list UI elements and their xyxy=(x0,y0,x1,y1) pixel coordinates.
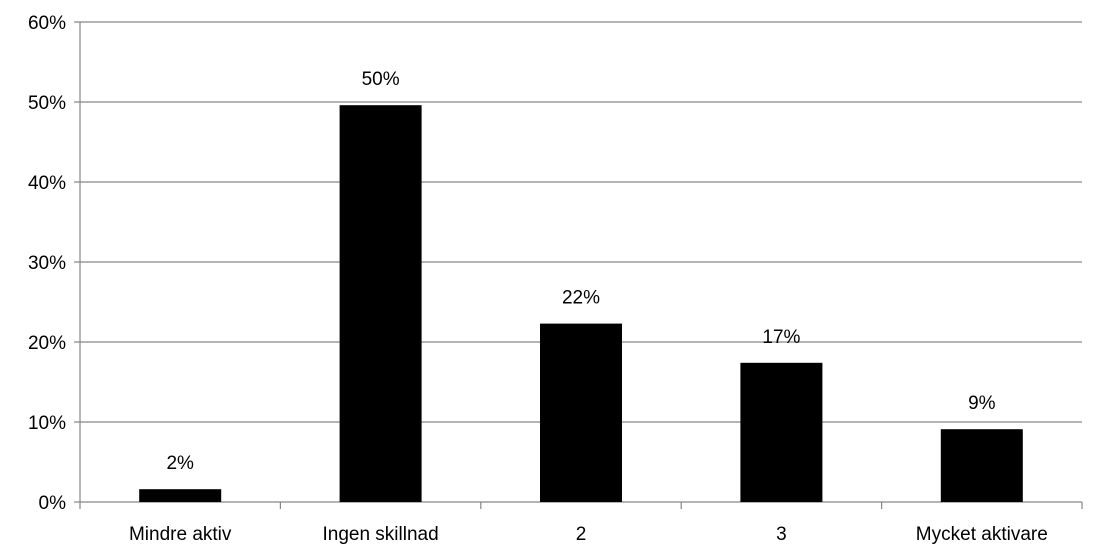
data-label: 50% xyxy=(362,69,400,90)
x-tick-label: 3 xyxy=(776,524,787,545)
y-tick-label: 20% xyxy=(28,333,66,354)
data-labels: 2% 50% 22% 17% 9% xyxy=(166,69,995,474)
data-label: 17% xyxy=(762,327,800,348)
bar xyxy=(740,362,823,502)
x-tick-label: 2 xyxy=(576,524,587,545)
y-tick-labels: 0% 10% 20% 30% 40% 50% 60% xyxy=(28,13,66,514)
y-tick-label: 50% xyxy=(28,93,66,114)
gridlines xyxy=(74,21,1082,423)
bar xyxy=(139,489,222,502)
bar xyxy=(540,323,622,502)
y-tick-label: 10% xyxy=(28,413,66,434)
x-tick-label: Mycket aktivare xyxy=(916,524,1048,545)
data-label: 2% xyxy=(166,453,194,474)
data-label: 22% xyxy=(562,288,600,309)
y-tick-label: 0% xyxy=(39,493,67,514)
bar xyxy=(940,429,1023,502)
x-tick-label: Mindre aktiv xyxy=(129,524,232,545)
x-tick-labels: Mindre aktiv Ingen skillnad 2 3 Mycket aktiv… xyxy=(129,524,1048,545)
y-tick-label: 40% xyxy=(28,173,66,194)
y-tick-label: 60% xyxy=(28,13,66,34)
y-tick-label: 30% xyxy=(28,253,66,274)
bars xyxy=(139,105,1023,502)
x-tick-label: Ingen skillnad xyxy=(322,524,438,545)
bar xyxy=(339,105,422,502)
data-label: 9% xyxy=(968,393,996,414)
